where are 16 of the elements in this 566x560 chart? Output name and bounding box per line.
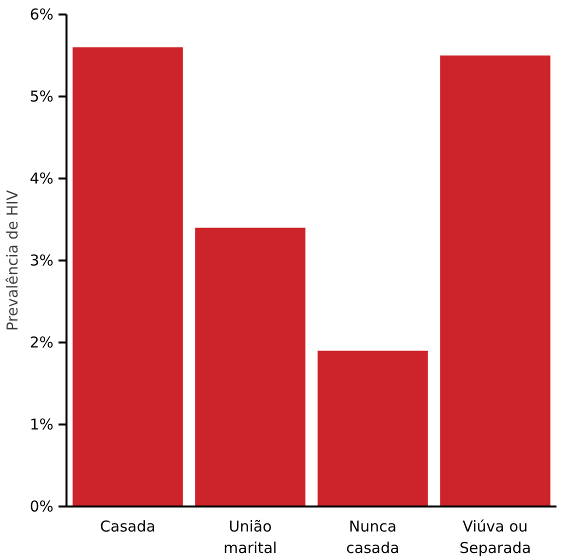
bar	[440, 56, 550, 506]
bar	[195, 228, 306, 506]
y-tick-label: 2%	[30, 334, 54, 352]
y-tick-label: 4%	[30, 170, 54, 188]
x-tick-label: Nunca casada	[346, 518, 400, 558]
y-tick-label: 1%	[30, 416, 54, 434]
y-tick-label: 0%	[30, 498, 54, 516]
bar	[72, 47, 183, 506]
y-tick-label: 5%	[30, 88, 54, 106]
y-tick-label: 3%	[30, 252, 54, 270]
x-tick-label: União marital	[224, 518, 277, 558]
x-tick-label: Viúva ou Separada	[459, 518, 532, 558]
x-tick-label: Casada	[100, 518, 156, 536]
y-axis-title: Prevalência de HIV	[4, 189, 22, 331]
y-tick-label: 6%	[30, 6, 54, 24]
bar	[318, 350, 428, 506]
